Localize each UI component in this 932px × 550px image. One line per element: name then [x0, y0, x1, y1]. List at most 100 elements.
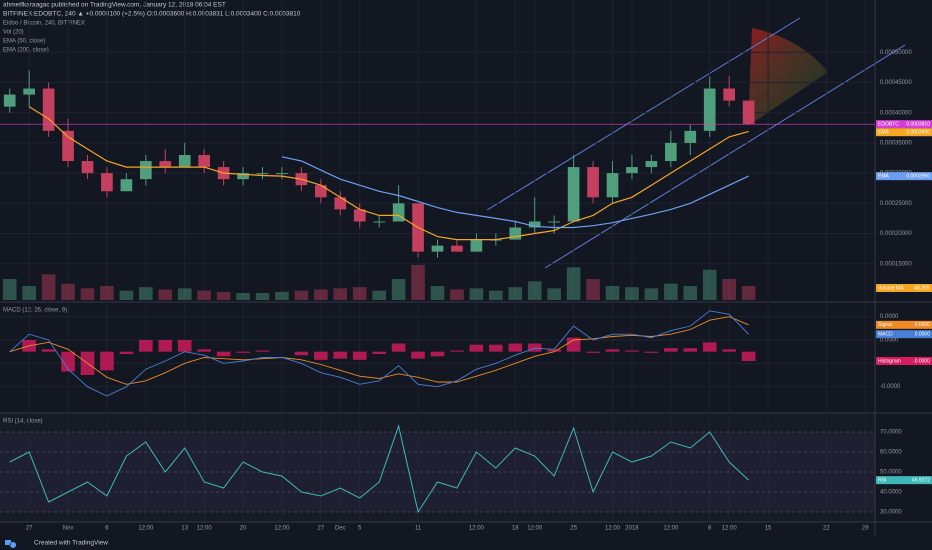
price-label-name: RSI	[878, 477, 886, 483]
y-tick-label: 50.0000	[880, 470, 902, 476]
volume-bar	[430, 286, 445, 300]
x-tick-label: 15	[765, 526, 772, 532]
candle-body	[470, 239, 483, 252]
candle-body	[587, 167, 599, 198]
candle-body	[198, 155, 210, 168]
histogram-bar	[119, 351, 134, 354]
x-tick-label: 11	[415, 526, 422, 532]
y-tick-label: 0.00045000	[880, 80, 912, 86]
candle-body	[548, 221, 560, 223]
price-label-box	[876, 284, 932, 292]
histogram-bar	[314, 351, 328, 360]
x-tick-label: 27	[317, 526, 324, 532]
histogram-bar	[236, 351, 250, 353]
x-tick-label: 6	[105, 526, 109, 532]
y-tick-label: 0.00025000	[880, 201, 912, 207]
candle-body	[392, 203, 405, 222]
legend-entry: EMA (50, close)	[3, 39, 45, 45]
histogram-bar	[61, 351, 75, 372]
footer: Created with TradingView	[34, 540, 108, 547]
candle-body	[81, 161, 94, 174]
candle-body	[665, 142, 677, 162]
candle-body	[237, 173, 249, 180]
price-label-value: 48.25K	[914, 285, 931, 291]
ema-line	[281, 156, 749, 229]
candle-body	[159, 161, 172, 168]
histogram-bar	[586, 351, 600, 353]
candle-body	[509, 227, 522, 240]
price-label-name: Volume MA	[878, 285, 904, 291]
candle-body	[645, 161, 658, 168]
candle-body	[431, 245, 444, 252]
histogram-bar	[547, 349, 561, 352]
candle-body	[373, 221, 385, 223]
price-label-value: 45.9272	[912, 477, 930, 483]
histogram-bar	[100, 351, 114, 371]
price-label-value: 0.0003810	[906, 122, 930, 128]
x-tick-label: 12:00	[722, 526, 738, 532]
volume-bar	[352, 287, 367, 300]
price-label-value: 0.0002950	[906, 173, 930, 179]
volume-bar	[22, 286, 36, 300]
volume-bar	[100, 286, 114, 300]
panel-title: RSI (14, close)	[3, 419, 43, 425]
price-label-box	[876, 172, 932, 181]
volume-bar	[197, 290, 211, 300]
y-tick-label: 0.00035000	[880, 140, 912, 146]
ema-line	[28, 106, 749, 241]
legend-entry: Vol (20)	[3, 30, 24, 36]
price-label-box	[876, 476, 932, 485]
histogram-bar	[333, 351, 348, 359]
volume-bar	[372, 290, 386, 300]
y-tick-label: 30.0000	[880, 510, 902, 516]
candle-body	[451, 245, 463, 252]
volume-bar	[139, 287, 153, 300]
volume-bar	[41, 274, 56, 300]
histogram-bar	[702, 342, 717, 352]
volume-bar	[664, 283, 678, 300]
price-label-box	[876, 330, 932, 339]
histogram-bar	[683, 348, 698, 352]
price-label-value: 0.0003690	[906, 130, 930, 136]
y-tick-label: -0.0000	[880, 384, 901, 390]
histogram-bar	[158, 340, 173, 352]
price-label-box	[876, 120, 932, 129]
histogram-bar	[722, 349, 736, 352]
x-tick-label: 12:00	[605, 526, 621, 532]
y-tick-label: 0.00040000	[880, 110, 912, 116]
histogram-bar	[469, 344, 484, 352]
histogram-bar	[255, 350, 270, 352]
candle-body	[334, 197, 347, 210]
panel-title: MACD (12, 26, close, 9)	[3, 308, 67, 314]
y-tick-label: 0.00020000	[880, 231, 912, 237]
histogram-bar	[644, 351, 659, 353]
macd-line	[9, 310, 749, 397]
price-label-value: 0.0000	[915, 331, 931, 337]
volume-bar	[61, 283, 75, 300]
candle-body	[353, 209, 366, 222]
candle-body	[3, 94, 16, 107]
volume-bar	[722, 279, 736, 300]
volume-bar	[333, 288, 348, 300]
histogram-bar	[372, 351, 386, 354]
volume-bar	[314, 289, 328, 300]
macd-line	[9, 316, 749, 385]
price-label-name: Signal	[878, 322, 892, 328]
price-label-name: EDOBTC	[878, 122, 899, 128]
volume-bar	[450, 289, 464, 300]
volume-bar	[177, 288, 192, 300]
volume-bar	[119, 290, 134, 300]
price-label-box	[876, 357, 932, 365]
candle-body	[178, 155, 191, 168]
volume-bar	[683, 286, 698, 300]
candle-body	[742, 100, 755, 125]
legend-entry: EMA (200, close)	[3, 48, 49, 54]
candle-body	[684, 130, 697, 143]
rsi-band	[0, 432, 875, 512]
x-tick-label: 20	[240, 526, 247, 532]
volume-bar	[489, 290, 503, 300]
histogram-bar	[527, 343, 542, 352]
volume-bar	[275, 291, 289, 300]
histogram-bar	[411, 351, 425, 359]
